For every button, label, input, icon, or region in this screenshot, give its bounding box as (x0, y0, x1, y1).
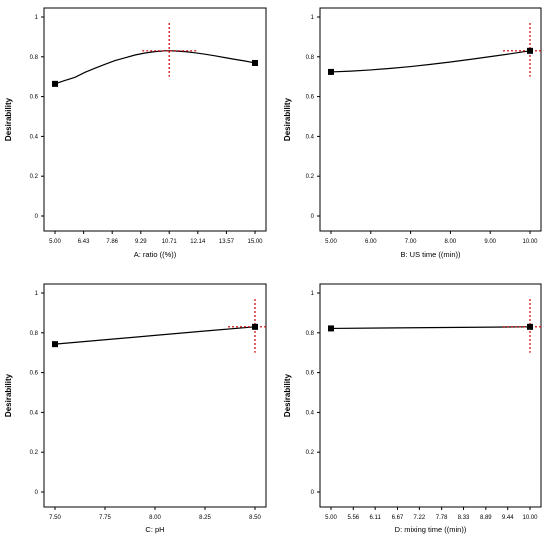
x-tick-label: 6.67 (392, 515, 404, 521)
y-tick-label: 0 (35, 490, 39, 496)
y-tick-label: 0.6 (306, 371, 315, 377)
y-tick-label: 0 (35, 214, 39, 220)
y-tick-label: 0.8 (306, 331, 315, 337)
x-axis-label: C: pH (145, 525, 164, 534)
x-tick-label: 8.00 (149, 515, 161, 521)
x-tick-label: 7.75 (99, 515, 111, 521)
y-tick-label: 0.4 (306, 134, 315, 140)
x-tick-label: 7.00 (405, 239, 417, 245)
x-tick-label: 7.86 (106, 239, 118, 245)
x-axis-label: D: mixing time ((min)) (395, 525, 467, 534)
y-tick-label: 0 (311, 214, 315, 220)
y-axis-label: Desirability (283, 97, 292, 141)
plot-frame (319, 7, 542, 232)
endpoint-marker (252, 59, 258, 66)
y-tick-label: 0.2 (306, 450, 315, 456)
y-axis-label: Desirability (283, 373, 292, 417)
plot-frame (43, 7, 267, 232)
endpoint-marker (527, 47, 533, 54)
desirability-curve (54, 50, 256, 85)
x-tick-label: 5.00 (325, 239, 337, 245)
y-tick-label: 0.2 (30, 174, 39, 180)
endpoint-marker (52, 341, 58, 348)
y-tick-label: 0.2 (30, 450, 39, 456)
chart-panel-1: 00.20.40.60.815.00 6.43 7.86 9.29 10.71 12.14… (4, 7, 267, 259)
y-tick-label: 1 (311, 291, 315, 297)
x-tick-label: 8.25 (199, 515, 211, 521)
desirability-curve (54, 326, 256, 345)
y-tick-label: 0 (311, 490, 315, 496)
x-tick-label: 9.00 (484, 239, 496, 245)
endpoint-marker (52, 80, 58, 87)
y-tick-label: 0.6 (30, 371, 39, 377)
endpoint-marker (328, 68, 334, 75)
plot-frame (319, 283, 542, 508)
y-tick-label: 0.6 (306, 95, 315, 101)
x-tick-label: 7.78 (436, 515, 448, 521)
chart-panel-3: 0 0.2 0.4 0.6 0.8 1 7.50 7.75 8.00 8.25 8.50 C: pH D… (4, 283, 267, 534)
x-tick-label: 10.00 (522, 239, 538, 245)
y-tick-label: 0.6 (30, 95, 39, 101)
x-tick-label: 6.00 (365, 239, 377, 245)
y-axis-label: Desirability (4, 373, 13, 417)
y-tick-label: 0.4 (306, 410, 315, 416)
desirability-curve (330, 50, 531, 73)
y-tick-label: 0.2 (306, 174, 315, 180)
x-tick-label: 6.11 (370, 515, 382, 521)
y-axis-label: Desirability (4, 97, 13, 141)
plot-frame (43, 283, 267, 508)
x-axis-label: B: US time ((min)) (401, 250, 462, 259)
x-tick-label: 10.71 (162, 239, 178, 245)
x-tick-label: 9.29 (135, 239, 147, 245)
chart-panel-4: 0 0.2 0.4 0.6 0.8 1 5.00 5.56 6.11 6.67 7.22 7.78 8.… (283, 283, 542, 534)
desirability-curve (330, 326, 531, 330)
x-tick-label: 13.57 (219, 239, 235, 245)
x-tick-label: 7.22 (414, 515, 426, 521)
x-tick-label: 12.14 (190, 239, 206, 245)
x-tick-label: 6.43 (78, 239, 90, 245)
y-tick-label: 0.8 (30, 331, 39, 337)
y-tick-label: 1 (35, 291, 39, 297)
y-tick-label: 1 (311, 15, 315, 21)
endpoint-marker (328, 325, 334, 332)
x-tick-label: 8.33 (458, 515, 470, 521)
x-tick-label: 10.00 (522, 515, 538, 521)
chart-panel-2: 0 0.2 0.4 0.6 0.8 1 5.00 6.00 7.00 8.00 9.00 10.00 B… (283, 7, 542, 259)
x-tick-label: 8.50 (249, 515, 261, 521)
x-tick-label: 7.50 (49, 515, 61, 521)
y-tick-label: 0.4 (30, 410, 39, 416)
y-tick-label: 0.8 (306, 55, 315, 61)
x-tick-label: 5.00 (49, 239, 61, 245)
x-tick-label: 5.00 (325, 515, 337, 521)
x-tick-label: 8.00 (445, 239, 457, 245)
x-tick-label: 9.44 (502, 515, 514, 521)
x-tick-label: 8.89 (480, 515, 492, 521)
endpoint-marker (527, 323, 533, 330)
y-tick-label: 0.4 (30, 134, 39, 140)
endpoint-marker (252, 323, 258, 330)
x-tick-label: 15.00 (247, 239, 263, 245)
x-tick-label: 5.56 (347, 515, 359, 521)
x-axis-label: A: ratio ((%)) (134, 250, 177, 259)
y-tick-label: 1 (35, 15, 39, 21)
y-tick-label: 0.8 (30, 55, 39, 61)
